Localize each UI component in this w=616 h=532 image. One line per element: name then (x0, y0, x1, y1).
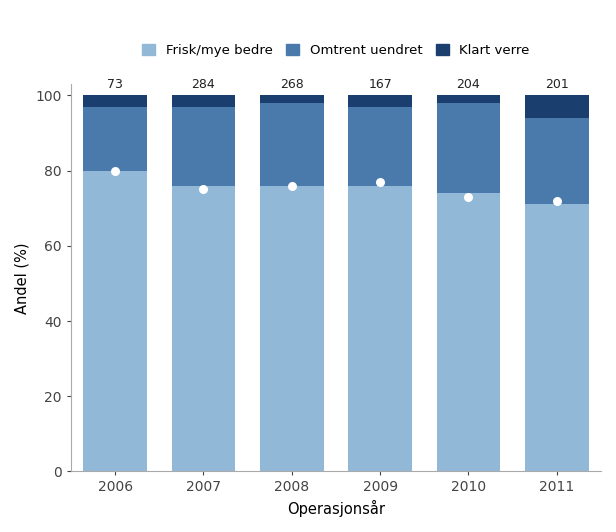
Legend: Frisk/mye bedre, Omtrent uendret, Klart verre: Frisk/mye bedre, Omtrent uendret, Klart … (142, 44, 530, 57)
Text: 167: 167 (368, 78, 392, 91)
Bar (348, 186, 412, 471)
Bar (260, 186, 323, 471)
Text: 204: 204 (456, 78, 480, 91)
Bar (260, 103, 323, 186)
Bar (348, 107, 412, 186)
Text: 284: 284 (192, 78, 216, 91)
Bar (525, 204, 589, 471)
Text: 73: 73 (107, 78, 123, 91)
Bar (83, 171, 147, 471)
Bar (437, 103, 500, 193)
Bar (83, 107, 147, 171)
Text: 268: 268 (280, 78, 304, 91)
Bar (260, 95, 323, 103)
X-axis label: Operasjonsår: Operasjonsår (287, 500, 385, 517)
Bar (172, 107, 235, 186)
Bar (437, 95, 500, 103)
Bar (83, 95, 147, 107)
Bar (348, 95, 412, 107)
Y-axis label: Andel (%): Andel (%) (15, 242, 30, 313)
Bar (525, 118, 589, 204)
Bar (172, 95, 235, 107)
Bar (172, 186, 235, 471)
Text: 201: 201 (545, 78, 569, 91)
Bar (437, 193, 500, 471)
Bar (525, 95, 589, 118)
